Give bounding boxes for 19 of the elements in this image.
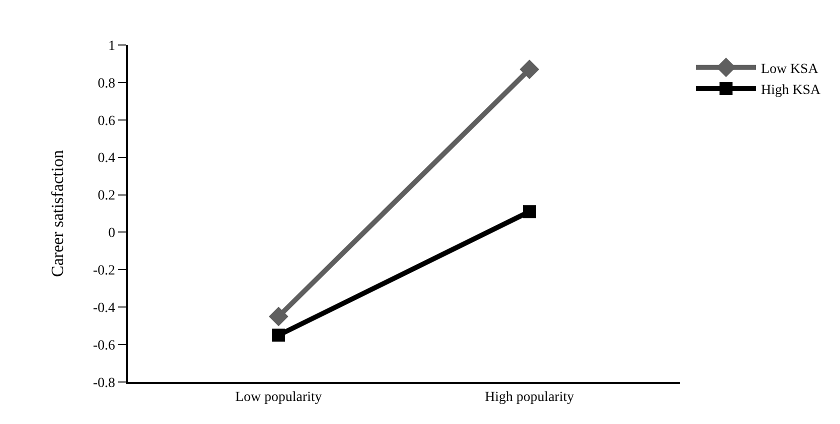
point bbox=[268, 306, 288, 326]
y-tick-label: -0.4 bbox=[93, 301, 116, 316]
x-tick-label: Low popularity bbox=[235, 390, 322, 405]
point bbox=[520, 60, 540, 80]
y-tick-label: -0.2 bbox=[93, 264, 116, 279]
legend-label: Low KSA bbox=[761, 62, 820, 77]
legend-label: High KSA bbox=[761, 83, 822, 98]
y-axis-title: Career satisfaction bbox=[48, 150, 68, 277]
point bbox=[272, 328, 286, 342]
point bbox=[522, 205, 536, 218]
y-tick-label: -0.8 bbox=[93, 376, 116, 391]
y-tick-label: 0.2 bbox=[98, 188, 116, 204]
y-tick-label: -0.6 bbox=[93, 338, 116, 354]
x-tick-label: High popularity bbox=[484, 390, 574, 405]
y-tick-label: 0.4 bbox=[98, 151, 116, 166]
y-tick-label: 0.6 bbox=[98, 114, 116, 129]
y-tick-label: 1 bbox=[108, 38, 116, 54]
y-tick-label: 0.8 bbox=[98, 76, 116, 92]
y-tick-label: 0 bbox=[108, 226, 116, 242]
